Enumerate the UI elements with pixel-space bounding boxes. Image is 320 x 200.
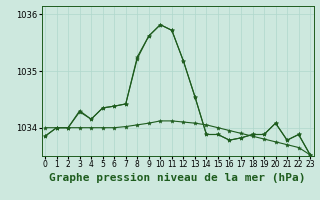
X-axis label: Graphe pression niveau de la mer (hPa): Graphe pression niveau de la mer (hPa) [49,173,306,183]
